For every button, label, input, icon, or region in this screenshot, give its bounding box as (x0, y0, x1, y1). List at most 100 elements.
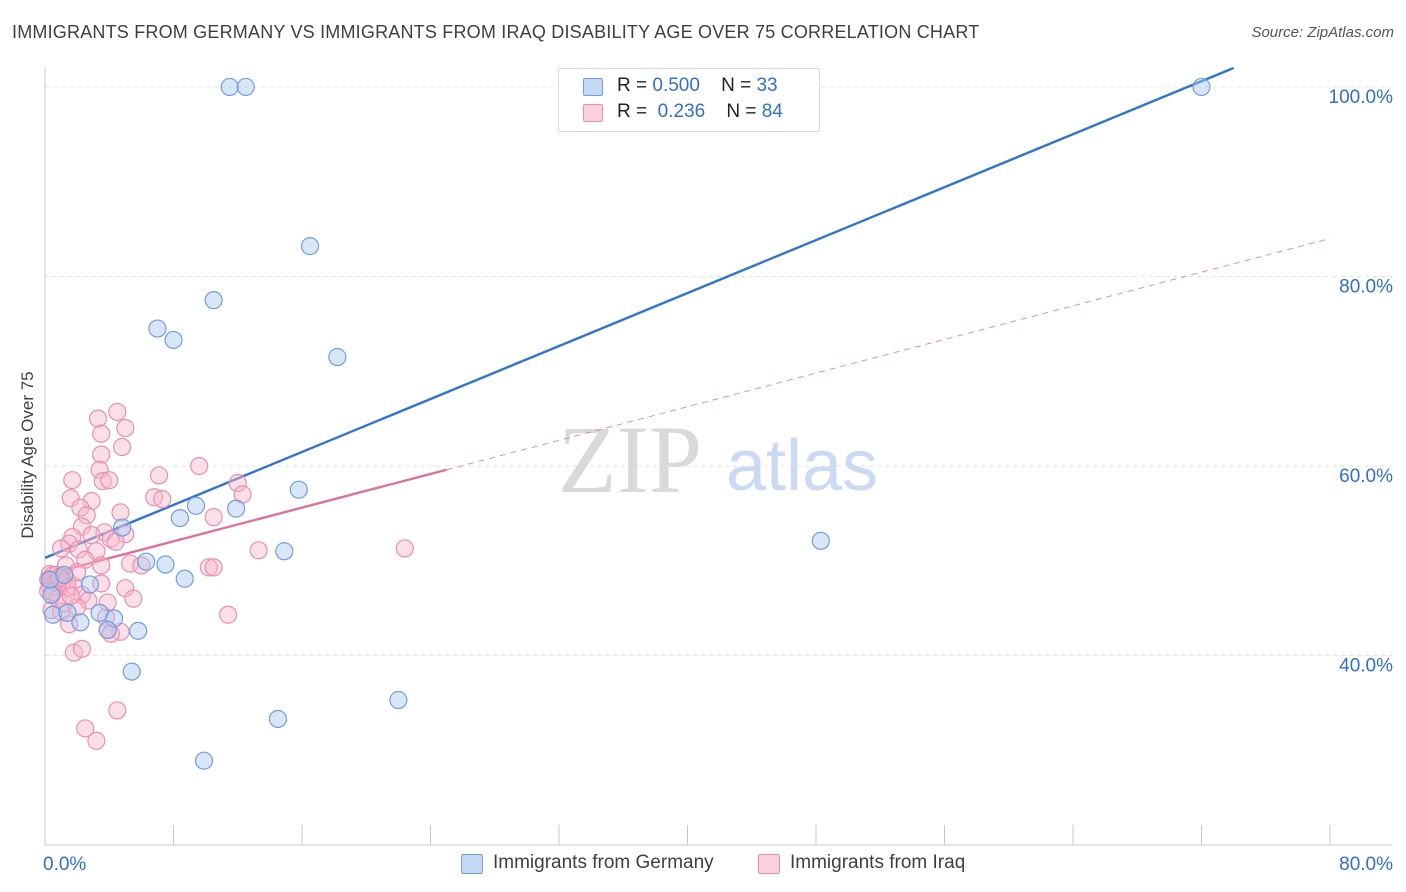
germany-legend-label: Immigrants from Germany (493, 852, 714, 873)
iraq-point (68, 598, 87, 617)
germany-point (129, 621, 148, 640)
germany-point (156, 555, 175, 574)
iraq-point (249, 541, 268, 560)
y-tick-label-0: 40.0% (1339, 655, 1393, 676)
tick-labels: 40.0% 60.0% 80.0% 100.0% 0.0% 80.0% (43, 87, 1393, 875)
germany-point (220, 77, 239, 97)
iraq-point (51, 539, 71, 558)
iraq-point (204, 508, 223, 527)
iraq-point (82, 491, 101, 511)
germany-r-label: R = (617, 75, 648, 96)
iraq-point (121, 554, 140, 573)
germany-n-value: 33 (756, 75, 778, 96)
iraq-point (395, 539, 414, 558)
germany-point (289, 480, 308, 499)
iraq-point (71, 498, 90, 517)
iraq-point (93, 472, 112, 491)
germany-r-value: 0.500 (652, 75, 700, 96)
watermark-atlas: atlas (726, 426, 878, 506)
iraq-point (69, 540, 88, 559)
germany-point (170, 508, 190, 528)
axes (44, 68, 1392, 846)
iraq-point (204, 558, 223, 577)
iraq-n-value: 84 (761, 101, 783, 122)
y-tick-label-1: 60.0% (1339, 466, 1393, 487)
iraq-point (153, 490, 172, 509)
iraq-point (72, 639, 92, 658)
germany-point (236, 77, 255, 97)
iraq-point (92, 556, 111, 575)
y-axis-label: Disability Age Over 75 (18, 371, 37, 538)
germany-point (148, 319, 167, 338)
germany-point (275, 542, 294, 561)
iraq-point (88, 409, 108, 428)
iraq-point (112, 437, 132, 457)
germany-swatch (583, 78, 603, 96)
iraq-point (108, 701, 127, 720)
iraq-point (61, 586, 80, 605)
source-label: Source: ZipAtlas.com (1251, 24, 1394, 41)
germany-point (104, 609, 124, 628)
germany-point (40, 570, 59, 589)
iraq-point (124, 589, 143, 608)
germany-point (122, 662, 141, 681)
germany-point (300, 237, 320, 256)
y-tick-label-2: 80.0% (1339, 276, 1393, 297)
germany-point (58, 603, 77, 622)
iraq-point (82, 526, 101, 545)
germany-point (175, 569, 194, 588)
iraq-n-label: N = (726, 101, 757, 122)
iraq-point (61, 489, 80, 508)
iraq-point (59, 615, 79, 634)
germany-point (137, 552, 156, 571)
trendline-iraq-2 (446, 238, 1331, 471)
iraq-point (100, 471, 119, 490)
iraq-point (76, 719, 95, 738)
iraq-point (108, 402, 127, 422)
germany-n-label: N = (721, 75, 752, 96)
iraq-swatch (583, 104, 603, 122)
germany-point (389, 690, 408, 710)
iraq-point (101, 529, 120, 549)
iraq-point (92, 424, 111, 443)
iraq-r-label: R = (617, 101, 648, 122)
iraq-point (79, 591, 98, 610)
iraq-point (228, 473, 247, 493)
germany-point (811, 531, 830, 550)
germany-point (42, 585, 61, 604)
iraq-points (39, 402, 414, 750)
watermark-zip: ZIP (558, 406, 702, 513)
germany-point (43, 605, 63, 624)
germany-point (268, 709, 288, 729)
y-tick-label-3: 100.0% (1329, 87, 1394, 108)
iraq-legend-label: Immigrants from Iraq (790, 852, 966, 873)
germany-point (186, 496, 206, 515)
chart-title: IMMIGRANTS FROM GERMANY VS IMMIGRANTS FR… (12, 22, 980, 42)
iraq-point (219, 605, 238, 624)
germany-legend-swatch (461, 854, 483, 874)
germany-point (112, 518, 132, 537)
germany-point (98, 620, 117, 640)
iraq-point (116, 418, 135, 438)
correlation-legend: R = 0.500 N = 33 R = 0.236 N = 84 (558, 68, 820, 132)
iraq-point (77, 506, 96, 525)
trendline-iraq-1 (44, 468, 447, 577)
germany-point (80, 575, 100, 594)
x-tick-label-0: 0.0% (43, 854, 86, 875)
iraq-r-value: 0.236 (657, 101, 706, 122)
germany-point (227, 499, 246, 518)
iraq-point (199, 558, 218, 577)
iraq-point (149, 466, 169, 485)
iraq-point (111, 503, 130, 522)
germany-point (55, 565, 74, 585)
iraq-point (63, 471, 82, 490)
iraq-legend-swatch (758, 854, 780, 874)
iraq-point (92, 445, 111, 464)
germany-points (40, 77, 1211, 770)
germany-point (71, 613, 90, 632)
iraq-point (87, 731, 106, 750)
x-tick-label-1: 80.0% (1339, 854, 1393, 875)
germany-point (194, 751, 214, 770)
iraq-point (190, 456, 209, 476)
